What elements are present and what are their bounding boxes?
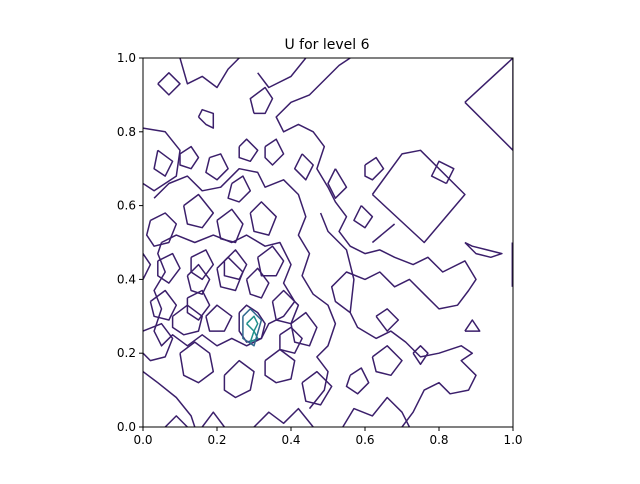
y-tick-label: 0.2	[117, 346, 136, 360]
contour-line-low-35	[353, 205, 374, 229]
contour-line-low-53	[279, 326, 303, 354]
contour-line-high-61	[246, 315, 259, 332]
contour-line-low-57	[249, 86, 274, 115]
contour-line-low-12	[249, 201, 277, 236]
contour-line-low-0	[179, 58, 240, 89]
contour-line-low-33	[275, 58, 477, 427]
contour-line-low-45	[153, 167, 337, 410]
contour-line-low-48	[186, 263, 211, 295]
contour-line-low-39	[371, 149, 466, 244]
contour-line-low-37	[375, 308, 400, 332]
x-tick-label: 0.6	[355, 433, 374, 447]
contour-line-low-30	[342, 396, 411, 427]
contour-line-low-51	[171, 304, 203, 336]
x-axis: 0.0 0.2 0.4 0.6 0.8 1.0	[133, 427, 523, 447]
contour-line-low-44	[319, 212, 355, 313]
contour-line-low-49	[245, 267, 270, 299]
x-tick-label: 0.0	[133, 433, 152, 447]
contour-line-low-14	[190, 249, 215, 281]
contour-line-low-58	[327, 168, 348, 199]
y-axis: 0.0 0.2 0.4 0.6 0.8 1.0	[117, 51, 143, 434]
contour-line-low-60	[430, 160, 455, 185]
contour-line-low-41	[464, 58, 513, 152]
contour-line-low-38	[464, 319, 481, 332]
contour-line-low-23	[223, 359, 255, 399]
contour-line-low-5	[179, 145, 200, 170]
contour-line-low-6	[205, 153, 229, 181]
contour-line-low-20	[290, 311, 318, 347]
y-tick-label: 0.0	[117, 420, 136, 434]
contour-line-low-10	[182, 193, 215, 229]
contour-line-low-56	[264, 138, 285, 166]
contour-line-low-36	[412, 345, 429, 366]
contour-line-low-21	[143, 322, 174, 362]
contour-line-low-59	[293, 153, 314, 181]
chart-title: U for level 6	[284, 37, 369, 53]
x-tick-label: 0.4	[281, 433, 300, 447]
contour-line-low-40	[371, 223, 396, 244]
contour-line-low-11	[216, 208, 244, 244]
contour-line-low-31	[371, 345, 403, 377]
plot-frame	[142, 57, 514, 428]
contour-line-low-8	[227, 175, 252, 203]
contour-line-low-13	[157, 252, 181, 284]
contour-line-low-54	[157, 72, 181, 96]
contour-line-low-18	[186, 289, 211, 321]
contour-line-low-28	[164, 415, 188, 427]
contour-line-low-42	[464, 241, 503, 259]
contour-line-low-26	[143, 371, 196, 427]
contour-line-low-32	[345, 367, 370, 395]
contour-line-low-25	[301, 370, 333, 406]
x-tick-label: 0.8	[429, 433, 448, 447]
contour-line-mid-63	[242, 308, 263, 347]
contour-line-low-1	[257, 58, 307, 89]
contour-line-low-3	[143, 127, 181, 192]
contour-line-low-4	[153, 149, 174, 177]
x-tick-label: 1.0	[503, 433, 522, 447]
contour-line-low-9	[145, 212, 178, 247]
contour-line-low-34	[364, 156, 385, 181]
contour-line-low-50	[238, 304, 266, 343]
y-tick-label: 0.4	[117, 272, 136, 286]
contour-line-low-22	[179, 341, 215, 384]
contour-line-low-17	[149, 289, 178, 321]
y-tick-label: 1.0	[117, 51, 136, 65]
contour-line-low-47	[216, 256, 244, 292]
x-tick-label: 0.2	[207, 433, 226, 447]
contour-line-low-29	[253, 407, 314, 427]
contour-line-low-27	[201, 411, 225, 427]
y-tick-label: 0.6	[117, 199, 136, 213]
contour-line-low-19	[271, 289, 300, 325]
contour-lines	[143, 58, 513, 427]
contour-line-high-62	[249, 330, 259, 343]
contour-line-low-2	[197, 108, 215, 129]
contour-line-low-55	[143, 253, 152, 280]
contour-line-low-52	[205, 304, 233, 332]
contour-line-low-7	[238, 138, 259, 163]
y-tick-label: 0.8	[117, 125, 136, 139]
